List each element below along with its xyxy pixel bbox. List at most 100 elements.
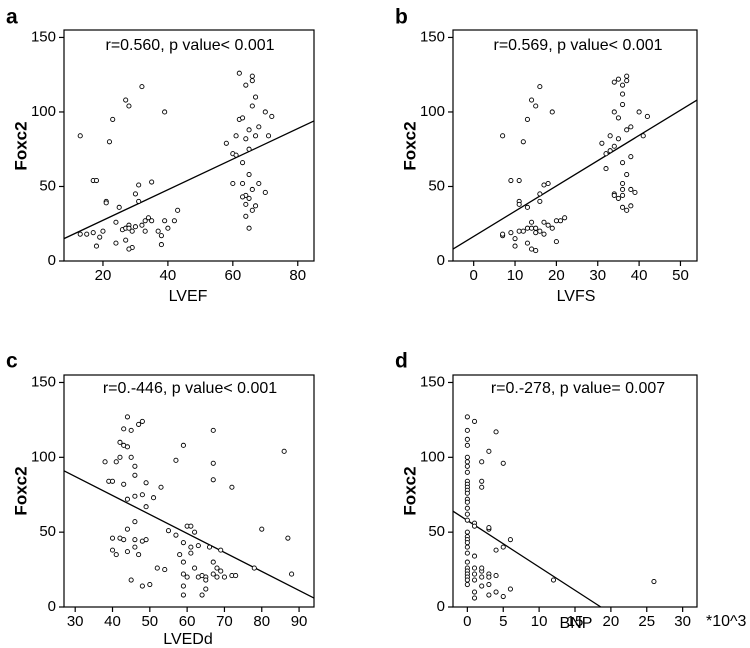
data-point: [533, 248, 539, 254]
data-point: [464, 436, 470, 442]
x-tick-label: 80: [289, 267, 306, 284]
data-point: [158, 484, 164, 490]
data-point: [624, 172, 630, 178]
data-point: [500, 231, 506, 237]
data-point: [218, 547, 224, 553]
data-point: [240, 194, 246, 200]
x-tick-label: 50: [141, 613, 158, 630]
panel-d: d 0 50 100 150 0 5 10 15 20 25 30 Foxc2 BNP *10^3 r=0.-…: [395, 350, 747, 632]
data-point: [464, 442, 470, 448]
data-point: [154, 565, 160, 571]
x-axis-title: LVEF: [169, 288, 208, 305]
data-point: [147, 581, 153, 588]
regression-line: [63, 120, 315, 240]
data-point: [636, 109, 642, 115]
x-tick-label: 20: [95, 267, 112, 284]
data-point: [464, 529, 470, 535]
data-point: [285, 535, 291, 541]
data-point: [139, 418, 145, 424]
data-point: [210, 477, 216, 483]
data-point: [253, 203, 259, 209]
data-point: [479, 484, 485, 490]
data-point: [84, 231, 90, 237]
data-point: [464, 544, 470, 550]
data-point: [479, 583, 485, 589]
data-point: [253, 133, 259, 139]
data-point: [464, 550, 470, 556]
data-point: [259, 526, 265, 532]
data-point: [162, 567, 168, 573]
plot-frame: [63, 29, 315, 262]
data-point: [240, 160, 246, 166]
data-point: [464, 511, 470, 517]
data-point: [184, 574, 190, 580]
data-point: [486, 581, 492, 588]
data-point: [520, 228, 526, 234]
data-point: [611, 143, 617, 149]
data-point: [229, 484, 235, 490]
data-point: [620, 204, 626, 210]
data-point: [479, 478, 485, 484]
data-point: [262, 189, 268, 195]
data-point: [553, 239, 559, 245]
data-point: [471, 418, 478, 424]
data-point: [632, 189, 638, 195]
data-point: [188, 523, 194, 529]
regression-line: [452, 99, 698, 250]
data-point: [628, 203, 634, 209]
data-point: [507, 586, 513, 592]
data-point: [537, 84, 543, 90]
data-point: [116, 204, 122, 210]
data-point: [132, 493, 138, 499]
data-point: [512, 236, 518, 242]
data-point: [188, 544, 194, 550]
x-tick-label: 30: [589, 267, 606, 284]
data-point: [524, 240, 530, 246]
data-point: [533, 225, 539, 231]
data-point: [508, 177, 514, 184]
data-point: [109, 547, 116, 553]
data-point: [624, 73, 630, 79]
data-point: [102, 459, 108, 465]
data-point: [233, 573, 239, 579]
data-point: [180, 571, 186, 577]
data-point: [93, 243, 100, 249]
x-axis-title: LVFS: [557, 288, 596, 305]
y-tick-label: 100: [31, 448, 56, 465]
data-point: [541, 231, 547, 237]
data-point: [90, 230, 96, 236]
regression-line: [452, 510, 602, 608]
x-tick-label: 50: [672, 267, 689, 284]
data-point: [249, 186, 255, 193]
y-tick-label: 0: [437, 252, 445, 269]
data-point: [516, 177, 522, 184]
data-point: [240, 180, 246, 187]
data-point: [493, 547, 499, 553]
data-point: [128, 454, 134, 460]
data-point: [210, 571, 216, 577]
data-point: [249, 103, 255, 109]
data-point: [173, 457, 179, 463]
panel-b: b 0 50 100 150 0 10 20 30 40 50 Foxc2 LVFS r=0.569, p…: [395, 6, 698, 305]
data-point: [97, 234, 103, 240]
data-point: [464, 427, 470, 433]
data-point: [132, 544, 138, 550]
correlation-annotation: r=0.560, p value< 0.001: [105, 37, 274, 54]
x-tick-label: 25: [638, 613, 655, 630]
data-point: [143, 480, 149, 486]
x-tick-label: 40: [104, 613, 121, 630]
data-point: [203, 586, 209, 592]
data-point: [493, 573, 499, 579]
data-point: [177, 552, 183, 558]
data-point: [145, 215, 151, 221]
data-point: [471, 589, 478, 595]
data-point: [603, 166, 609, 172]
data-point: [500, 544, 506, 550]
data-point: [507, 537, 513, 543]
data-point: [537, 191, 543, 197]
data-point: [615, 195, 621, 201]
data-point: [124, 496, 130, 502]
data-point: [529, 97, 535, 103]
data-point: [628, 124, 634, 130]
panel-label: d: [395, 350, 408, 373]
